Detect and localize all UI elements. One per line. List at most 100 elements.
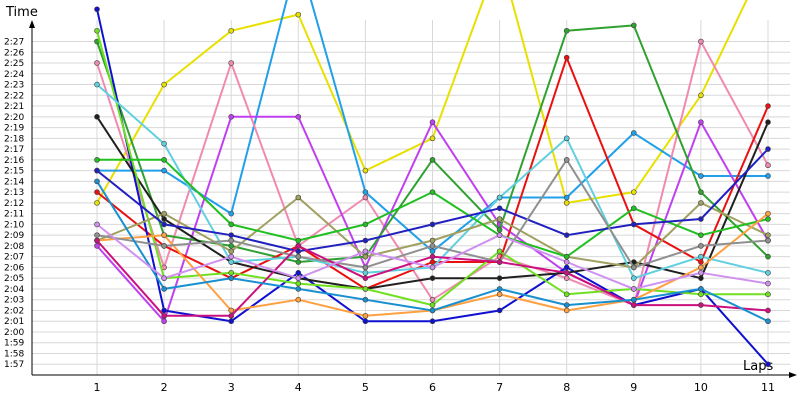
data-point	[228, 114, 234, 120]
data-point	[362, 296, 369, 303]
data-point	[563, 194, 570, 201]
y-tick-label: 2:25	[4, 59, 24, 69]
y-tick-label: 2:22	[4, 91, 24, 101]
x-tick-label: 3	[228, 381, 235, 394]
data-point	[563, 307, 570, 314]
data-point	[429, 259, 436, 265]
data-point	[630, 189, 637, 195]
data-point	[295, 243, 302, 249]
data-point	[161, 307, 167, 314]
data-point	[496, 275, 503, 281]
data-point	[630, 221, 637, 228]
data-point	[362, 264, 369, 271]
data-point	[698, 200, 704, 206]
data-point	[698, 302, 704, 308]
data-point	[94, 221, 100, 228]
data-point	[563, 302, 570, 308]
series-17	[94, 178, 771, 325]
data-point	[295, 280, 302, 287]
data-point	[161, 232, 167, 238]
data-point	[630, 22, 637, 29]
data-point	[94, 27, 100, 34]
data-point	[496, 286, 503, 292]
y-axis-title: Time	[5, 5, 38, 20]
data-point	[765, 210, 771, 217]
data-point	[698, 286, 704, 292]
x-tick-label: 2	[161, 381, 168, 394]
data-point	[295, 253, 302, 260]
data-point	[765, 162, 771, 169]
data-point	[362, 318, 369, 325]
data-point	[94, 243, 100, 249]
data-point	[698, 216, 704, 222]
data-point	[362, 270, 369, 276]
data-point	[429, 296, 436, 303]
y-tick-label: 2:09	[4, 231, 24, 241]
y-tick-label: 2:17	[4, 145, 24, 155]
data-point	[161, 286, 167, 292]
data-point	[429, 135, 436, 142]
data-point	[429, 243, 436, 249]
data-point	[362, 248, 369, 255]
data-point	[94, 237, 100, 244]
data-point	[765, 291, 771, 298]
series-16	[94, 237, 771, 319]
data-point	[228, 232, 234, 238]
data-point	[94, 189, 100, 195]
data-point	[362, 189, 369, 195]
y-tick-label: 2:03	[4, 296, 24, 306]
data-point	[94, 178, 100, 185]
y-tick-label: 2:07	[4, 253, 24, 263]
data-point	[563, 275, 570, 281]
data-point	[161, 275, 167, 281]
data-point	[765, 270, 771, 276]
data-point	[698, 243, 704, 249]
data-point	[765, 119, 771, 125]
data-point	[496, 307, 503, 314]
data-point	[295, 237, 302, 244]
data-point	[698, 232, 704, 238]
data-point	[295, 275, 302, 281]
data-point	[765, 361, 771, 368]
data-point	[429, 189, 436, 195]
data-point	[630, 264, 637, 271]
data-point	[698, 92, 704, 99]
data-point	[563, 264, 570, 271]
data-point	[295, 296, 302, 303]
data-point	[429, 237, 436, 244]
data-point	[765, 216, 771, 222]
data-point	[563, 253, 570, 260]
y-tick-label: 1:57	[4, 360, 24, 370]
data-point	[228, 27, 234, 34]
y-tick-label: 2:13	[4, 188, 24, 198]
data-point	[563, 54, 570, 61]
data-point	[228, 248, 234, 255]
y-tick-label: 2:21	[4, 102, 24, 112]
data-point	[94, 60, 100, 66]
y-tick-label: 2:04	[4, 285, 24, 295]
data-point	[228, 270, 234, 276]
data-point	[429, 275, 436, 281]
data-point	[228, 210, 234, 217]
data-point	[161, 157, 167, 163]
data-point	[429, 307, 436, 314]
x-tick-label: 6	[429, 381, 436, 394]
data-point	[630, 286, 637, 292]
y-tick-label: 2:16	[4, 156, 24, 166]
y-tick-label: 2:06	[4, 263, 24, 273]
data-point	[765, 103, 771, 109]
series-13	[94, 146, 771, 255]
data-point	[630, 130, 637, 136]
data-point	[630, 302, 637, 308]
data-point	[161, 81, 167, 88]
data-point	[228, 318, 234, 325]
y-tick-label: 2:14	[4, 177, 24, 187]
y-tick-label: 2:02	[4, 306, 24, 316]
data-point	[161, 167, 167, 174]
data-point	[295, 286, 302, 292]
data-point	[228, 307, 234, 314]
data-point	[563, 291, 570, 298]
data-point	[295, 194, 302, 201]
data-point	[161, 140, 167, 147]
data-point	[765, 318, 771, 325]
